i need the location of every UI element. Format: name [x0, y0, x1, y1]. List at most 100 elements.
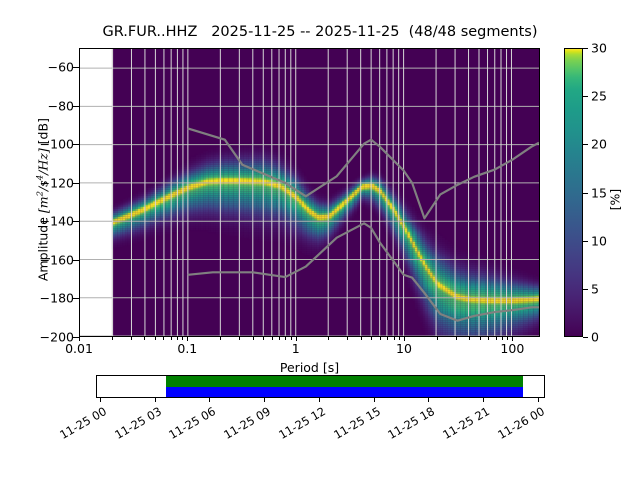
x-minor-tick-mark — [285, 337, 287, 340]
time-tick-label: 11-25 09 — [221, 404, 274, 442]
y-axis-label-text-prefix: Amplitude — [35, 213, 51, 282]
time-tick-label: 11-26 00 — [494, 404, 547, 442]
y-tick-mark — [73, 105, 79, 107]
time-tick-label: 11-25 03 — [111, 404, 164, 442]
y-tick-label: −200 — [39, 329, 74, 345]
page-title: GR.FUR..HHZ 2025-11-25 -- 2025-11-25 (48… — [102, 24, 538, 40]
y-axis-label-units-open: [m — [35, 196, 51, 214]
y-axis-label-units-mid: /s — [35, 180, 51, 191]
ppsd-histogram — [80, 49, 539, 336]
x-minor-tick-mark — [393, 337, 395, 340]
x-minor-tick-mark — [360, 337, 362, 340]
x-tick-label: 1 — [291, 341, 300, 356]
x-minor-tick-mark — [239, 337, 241, 340]
x-minor-tick-mark — [436, 337, 438, 340]
coverage-psd-bar — [166, 386, 523, 397]
time-tick-label: 11-25 06 — [166, 404, 219, 442]
x-axis-label: Period [s] — [279, 360, 340, 375]
colorbar-tick-mark — [583, 48, 588, 49]
time-tick-label: 11-25 12 — [276, 404, 328, 442]
time-tick-mark — [428, 398, 430, 402]
y-axis-label: Amplitude [m2/s4/Hz] [dB] — [35, 60, 50, 340]
y-tick-mark — [73, 182, 79, 184]
x-minor-tick-mark — [130, 337, 132, 340]
y-tick-mark — [73, 67, 79, 69]
x-minor-tick-mark — [328, 337, 330, 340]
y-tick-label: −120 — [39, 175, 74, 191]
x-minor-tick-mark — [252, 337, 254, 340]
colorbar-tick-mark — [583, 192, 588, 194]
x-minor-tick-mark — [501, 337, 503, 340]
y-axis-label-db: [dB] — [35, 118, 51, 149]
x-minor-tick-mark — [347, 337, 349, 340]
x-minor-tick-mark — [379, 337, 381, 340]
x-minor-tick-mark — [371, 337, 373, 340]
x-minor-tick-mark — [495, 337, 497, 340]
x-minor-tick-mark — [219, 337, 221, 340]
colorbar-tick-mark — [583, 144, 588, 146]
y-tick-label: −160 — [39, 252, 74, 268]
time-tick-label: 11-25 18 — [385, 404, 438, 442]
colorbar-tick-mark — [583, 288, 588, 290]
time-tick-label: 11-25 15 — [330, 404, 383, 442]
y-axis-label-exp-4: 4 — [35, 174, 46, 181]
y-tick-mark — [73, 144, 79, 146]
y-axis-tick-labels: −60 −80 −100 −120 −140 −160 −180 −200 — [0, 0, 74, 480]
x-tick-mark — [404, 337, 405, 341]
colorbar-tick-mark — [583, 240, 588, 242]
colorbar-tick-label: 25 — [591, 88, 607, 104]
y-tick-label: −140 — [39, 213, 74, 229]
ppsd-plot-area[interactable] — [79, 48, 540, 337]
x-tick-label: 100 — [500, 341, 525, 356]
y-axis-label-units-tail: /Hz] — [35, 148, 51, 175]
time-tick-mark — [318, 398, 320, 402]
colorbar-tick-label: 10 — [591, 233, 607, 249]
time-tick-mark — [100, 398, 101, 402]
x-tick-mark — [295, 337, 297, 341]
x-minor-tick-mark — [111, 337, 113, 340]
time-coverage-bar[interactable] — [96, 375, 545, 398]
x-tick-mark — [512, 337, 514, 341]
x-minor-tick-mark — [488, 337, 490, 340]
time-tick-mark — [209, 398, 211, 402]
colorbar[interactable] — [564, 48, 583, 337]
x-minor-tick-mark — [271, 337, 273, 340]
x-minor-tick-mark — [479, 337, 481, 340]
x-tick-mark — [79, 337, 80, 341]
y-tick-label: −80 — [47, 98, 74, 114]
time-tick-mark — [264, 398, 266, 402]
time-tick-label: 11-25 21 — [440, 404, 493, 442]
y-tick-mark — [73, 221, 79, 223]
time-tick-mark — [537, 398, 539, 402]
x-minor-tick-mark — [144, 337, 146, 340]
x-minor-tick-mark — [278, 337, 280, 340]
y-tick-mark — [73, 337, 79, 338]
x-minor-tick-mark — [469, 337, 471, 340]
colorbar-tick-label: 30 — [591, 40, 607, 56]
y-tick-label: −60 — [47, 59, 74, 75]
colorbar-tick-mark — [583, 337, 588, 338]
time-tick-mark — [373, 398, 375, 402]
x-minor-tick-mark — [182, 337, 184, 340]
y-tick-label: −100 — [39, 136, 74, 152]
x-tick-label: 0.1 — [177, 341, 198, 356]
x-tick-label: 10 — [396, 341, 412, 356]
colorbar-tick-label: 0 — [591, 329, 599, 345]
x-minor-tick-mark — [455, 337, 457, 340]
y-tick-mark — [73, 259, 79, 261]
x-tick-mark — [187, 337, 189, 341]
time-tick-mark — [483, 398, 485, 402]
x-minor-tick-mark — [399, 337, 401, 340]
x-minor-tick-mark — [263, 337, 265, 340]
ppsd-histogram-canvas — [80, 49, 539, 336]
x-minor-tick-mark — [163, 337, 165, 340]
x-minor-tick-mark — [176, 337, 178, 340]
colorbar-label: [%] — [607, 188, 623, 211]
x-minor-tick-mark — [170, 337, 172, 340]
time-tick-mark — [154, 398, 156, 402]
colorbar-tick-mark — [583, 96, 588, 98]
x-minor-tick-mark — [387, 337, 389, 340]
coverage-data-bar — [166, 376, 523, 387]
colorbar-tick-label: 20 — [591, 136, 607, 152]
y-tick-mark — [73, 298, 79, 300]
